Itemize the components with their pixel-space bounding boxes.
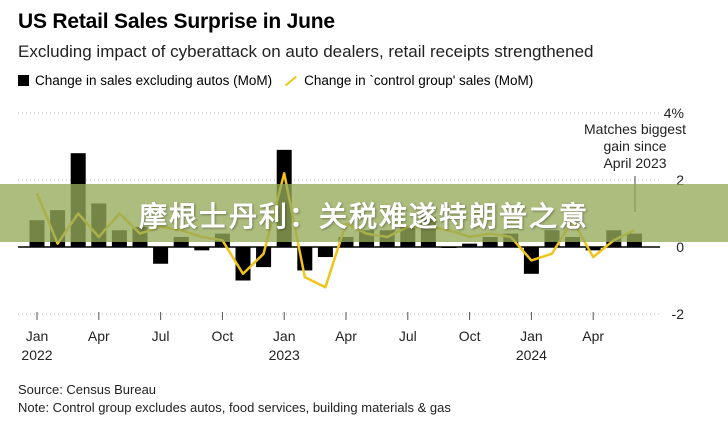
- legend-bar-swatch: [18, 75, 29, 86]
- annotation-text: Matches biggest: [584, 121, 686, 137]
- x-tick-label: Apr: [582, 328, 604, 344]
- bar: [462, 243, 478, 247]
- bar: [585, 247, 601, 251]
- x-tick-label: Oct: [212, 328, 234, 344]
- bar: [235, 247, 251, 281]
- chart-title: US Retail Sales Surprise in June: [18, 10, 335, 33]
- bar: [317, 247, 333, 258]
- legend: Change in sales excluding autos (MoM) Ch…: [18, 73, 533, 88]
- x-tick-label: Jan: [26, 328, 49, 344]
- x-tick-label: Jul: [152, 328, 170, 344]
- bar: [256, 247, 272, 268]
- annotation-text: April 2023: [603, 155, 666, 171]
- x-tick-label: Oct: [459, 328, 481, 344]
- y-tick-label: -2: [672, 306, 685, 322]
- y-tick-label: 0: [676, 239, 684, 255]
- y-tick-label: 2: [676, 172, 684, 188]
- x-tick-label: Jan: [273, 328, 296, 344]
- x-tick-label: Jul: [399, 328, 417, 344]
- x-year-label: 2022: [21, 347, 52, 363]
- banner-text: 摩根士丹利：关税难遂特朗普之意: [138, 200, 589, 233]
- legend-line-label: Change in `control group' sales (MoM): [304, 73, 534, 88]
- legend-bar-label: Change in sales excluding autos (MoM): [35, 73, 273, 88]
- x-year-label: 2024: [516, 347, 547, 363]
- x-tick-label: Apr: [335, 328, 357, 344]
- footnote: Note: Control group excludes autos, food…: [18, 400, 451, 415]
- x-tick-label: Jan: [520, 328, 543, 344]
- source-note: Source: Census Bureau: [18, 382, 157, 397]
- chart-subtitle: Excluding impact of cyberattack on auto …: [18, 42, 594, 61]
- y-tick-label: 4%: [664, 105, 684, 121]
- watermark-banner: 摩根士丹利：关税难遂特朗普之意: [0, 184, 728, 242]
- bar: [153, 247, 169, 264]
- bar: [194, 247, 210, 251]
- x-tick-label: Apr: [88, 328, 110, 344]
- x-year-label: 2023: [269, 347, 300, 363]
- annotation-text: gain since: [603, 138, 666, 154]
